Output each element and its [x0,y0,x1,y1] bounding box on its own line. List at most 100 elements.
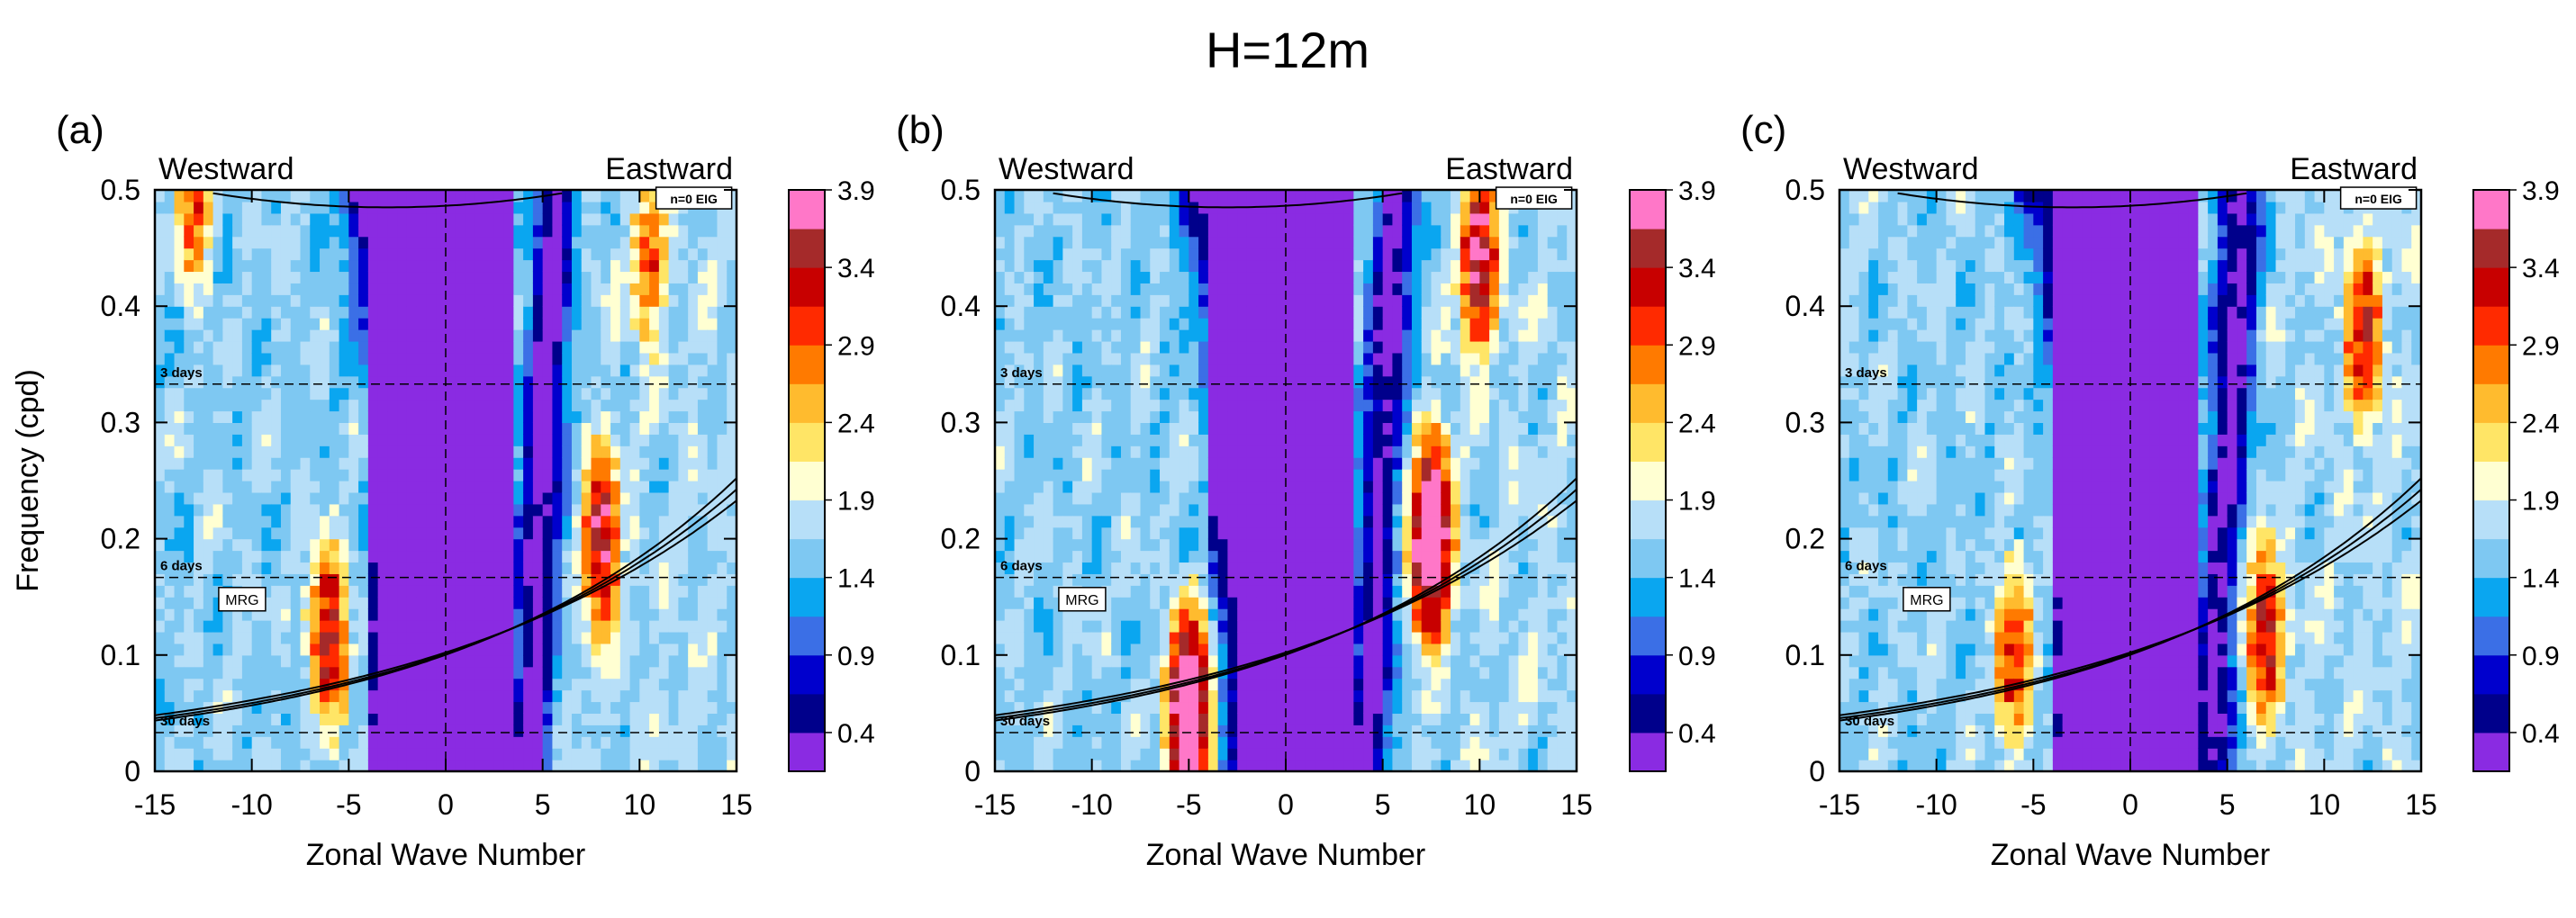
heatmap-cell [1034,644,1044,656]
heatmap-cell [358,632,368,644]
heatmap-cell [1198,271,1208,284]
heatmap-cell [456,248,465,261]
heatmap-cell [1082,294,1092,307]
heatmap-cell [1198,713,1208,725]
heatmap-cell [601,679,610,691]
heatmap-cell [252,667,262,680]
heatmap-cell [1257,608,1267,621]
heatmap-cell [1198,644,1208,656]
heatmap-cell [1344,736,1354,749]
heatmap-cell [232,562,242,574]
heatmap-cell [533,213,543,226]
heatmap-cell [620,329,630,342]
heatmap-cell [1198,724,1208,737]
heatmap-cell [1015,504,1025,517]
heatmap-cell [620,667,630,680]
heatmap-cell [708,597,718,609]
heatmap-cell [688,573,698,586]
heatmap-cell [688,283,698,295]
heatmap-cell [620,585,630,598]
heatmap-cell [639,422,649,435]
heatmap-cell [1150,724,1160,737]
heatmap-cell [378,504,388,517]
heatmap-cell [1324,679,1334,691]
heatmap-cell [1015,446,1025,458]
heatmap-cell [620,516,630,528]
heatmap-cell [1121,620,1131,633]
heatmap-cell [1121,318,1131,330]
heatmap-cell [310,469,320,482]
heatmap-cell [649,306,659,319]
heatmap-cell [1247,585,1257,598]
heatmap-cell [1344,516,1354,528]
heatmap-cell [291,306,301,319]
heatmap-cell [1005,736,1015,749]
heatmap-cell [1353,422,1363,435]
heatmap-cell [320,457,330,470]
heatmap-cell [1170,481,1180,493]
heatmap-cell [261,469,271,482]
heatmap-cell [165,341,175,354]
heatmap-cell [592,283,601,295]
heatmap-cell [1286,446,1296,458]
heatmap-cell [1296,410,1306,423]
heatmap-cell [1044,225,1053,238]
heatmap-cell [1111,492,1121,505]
heatmap-cell [175,225,185,238]
heatmap-cell [639,237,649,249]
heatmap-cell [1218,388,1228,400]
heatmap-cell [688,469,698,482]
colorbar-swatch [789,539,825,579]
heatmap-cell [1227,376,1237,389]
heatmap-cell [601,237,610,249]
heatmap-cell [562,306,572,319]
heatmap-cell [1306,353,1315,365]
heatmap-cell [261,644,271,656]
heatmap-cell [387,701,397,714]
heatmap-cell [1237,748,1247,760]
heatmap-cell [717,679,727,691]
heatmap-cell [203,410,213,423]
heatmap-cell [1189,585,1198,598]
heatmap-cell [552,294,562,307]
heatmap-cell [1306,562,1315,574]
heatmap-cell [1286,701,1296,714]
heatmap-cell [426,388,436,400]
heatmap-cell [1072,573,1082,586]
heatmap-cell [1131,294,1141,307]
heatmap-cell [1189,760,1198,772]
heatmap-cell [1034,329,1044,342]
heatmap-cell [330,237,339,249]
heatmap-cell [1208,562,1218,574]
heatmap-cell [1141,551,1151,563]
heatmap-cell [291,655,301,668]
heatmap-cell [659,585,669,598]
heatmap-cell [552,690,562,703]
heatmap-cell [397,760,407,772]
heatmap-cell [1121,400,1131,412]
heatmap-cell [281,434,291,446]
heatmap-cell [222,760,232,772]
heatmap-cell [252,213,262,226]
heatmap-cell [397,713,407,725]
heatmap-cell [1082,655,1092,668]
heatmap-cell [1034,620,1044,633]
heatmap-cell [1353,760,1363,772]
heatmap-cell [1170,318,1180,330]
heatmap-cell [387,679,397,691]
colorbar-label: 1.9 [837,487,875,517]
heatmap-cell [407,260,417,273]
heatmap-cell [1111,748,1121,760]
heatmap-cell [222,516,232,528]
heatmap-cell [504,213,514,226]
heatmap-cell [339,248,349,261]
heatmap-cell [310,271,320,284]
heatmap-cell [1015,237,1025,249]
heatmap-cell [155,644,165,656]
heatmap-cell [1353,736,1363,749]
heatmap-cell [417,632,427,644]
heatmap-cell [339,701,349,714]
heatmap-cell [649,248,659,261]
heatmap-cell [1189,632,1198,644]
heatmap-cell [310,527,320,540]
